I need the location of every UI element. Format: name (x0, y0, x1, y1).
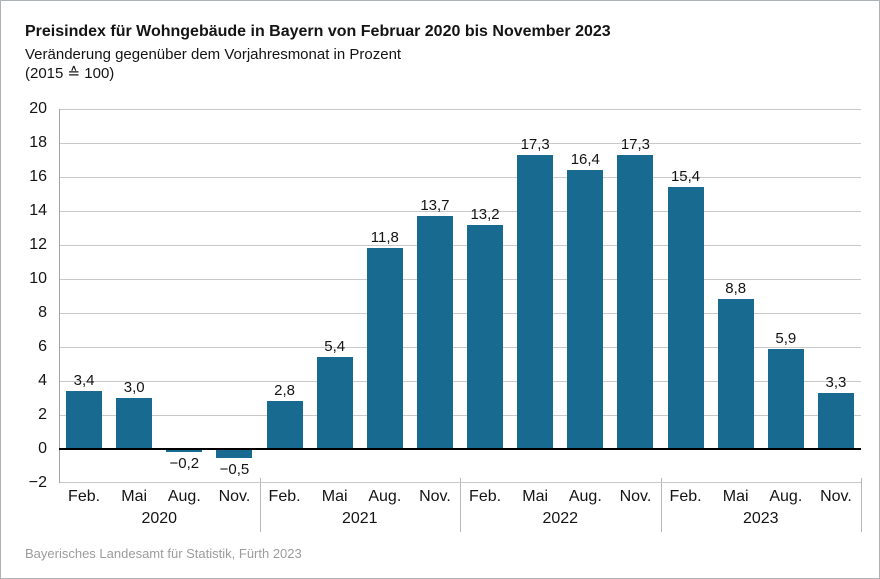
bar-value-label: 17,3 (520, 135, 550, 153)
x-tick-label-year: 2021 (341, 510, 378, 527)
x-tick-label-month: Nov. (419, 488, 451, 505)
bar (467, 224, 504, 449)
x-tick-label-month: Aug. (568, 488, 602, 505)
bar (817, 392, 854, 449)
y-tick-label: 0 (38, 440, 47, 457)
year-separator (259, 478, 261, 532)
y-tick-label: 6 (38, 338, 47, 355)
bar-value-label: 3,3 (825, 373, 847, 391)
bar-value-label: −0,5 (219, 460, 250, 478)
bar (366, 248, 403, 449)
x-tick-label-month: Aug. (368, 488, 402, 505)
gridline (59, 482, 861, 483)
gridline (59, 109, 861, 110)
bar-value-label: 8,8 (725, 280, 747, 298)
bar (66, 391, 103, 449)
bar (617, 154, 654, 449)
bar-value-label: 3,0 (123, 379, 145, 396)
x-tick-label-month: Mai (321, 488, 348, 505)
bar (567, 170, 604, 449)
y-tick-label: 10 (29, 270, 47, 287)
bar (717, 299, 754, 449)
bar (416, 216, 453, 449)
plot-area: 3,4 3,0 −0,2 −0,5 2,8 5,4 11,8 13,7 13,2 17,3 16,4… (59, 109, 861, 483)
chart-subtitle: Veränderung gegenüber dem Vorjahresmonat… (25, 46, 402, 63)
x-tick-label-month: Mai (722, 488, 749, 505)
x-tick-label-month: Nov. (218, 488, 251, 505)
bar-value-label: 16,4 (570, 151, 600, 169)
bar-value-label: 3,4 (73, 372, 95, 390)
year-separator (460, 478, 461, 532)
y-tick-label: 16 (29, 168, 47, 185)
bar-value-label: 11,8 (370, 229, 399, 247)
chart-base-note: (2015 ≙ 100) (25, 65, 115, 82)
y-tick-label: 2 (38, 406, 47, 423)
gridline (59, 143, 861, 144)
x-tick-label-month: Nov. (820, 488, 852, 505)
year-separator (660, 478, 662, 532)
y-tick-label: 12 (29, 236, 47, 253)
x-tick-label-month: Feb. (469, 488, 502, 505)
y-tick-label: 8 (38, 304, 47, 321)
gridline (59, 245, 861, 246)
y-tick-label: −2 (28, 474, 47, 491)
gridline (59, 415, 861, 416)
gridline (59, 347, 861, 348)
bar (266, 401, 303, 449)
bar-value-label: 5,9 (775, 329, 797, 347)
x-tick-label-year: 2022 (542, 510, 579, 527)
bar-value-label: 2,8 (274, 382, 295, 400)
bar (667, 187, 704, 449)
y-tick-label: 18 (29, 134, 47, 151)
bar-value-label: 5,4 (324, 338, 346, 356)
gridline (59, 381, 861, 382)
x-tick-label-month: Feb. (268, 488, 301, 505)
bar-value-label: −0,2 (169, 455, 200, 473)
bar (116, 398, 153, 449)
source-note: Bayerisches Landesamt für Statistik, Für… (25, 546, 302, 561)
x-tick-label-month: Aug. (167, 488, 201, 505)
zero-line (59, 448, 861, 450)
x-tick-label-year: 2023 (742, 510, 779, 527)
x-tick-label-month: Feb. (669, 488, 702, 505)
y-tick-label: 20 (29, 100, 47, 117)
x-tick-label-month: Mai (522, 488, 549, 505)
year-separator (861, 478, 862, 532)
bar (166, 449, 203, 453)
x-tick-label-year: 2020 (141, 510, 178, 527)
y-tick-label: 4 (38, 372, 47, 389)
gridline (59, 177, 861, 178)
x-tick-label-month: Feb. (68, 488, 101, 505)
bar (316, 357, 353, 449)
bar-value-label: 13,2 (470, 205, 500, 223)
y-tick-label: 14 (29, 202, 47, 219)
x-tick-label-month: Aug. (769, 488, 803, 505)
bar-value-label: 15,4 (670, 168, 701, 186)
bar (216, 449, 253, 458)
bar (767, 348, 804, 449)
bar (517, 154, 554, 449)
x-tick-label-month: Mai (121, 488, 148, 505)
bar-value-label: 13,7 (420, 197, 450, 215)
bar-value-label: 17,3 (620, 135, 651, 153)
x-tick-label-month: Nov. (619, 488, 652, 505)
chart-title: Preisindex für Wohngebäude in Bayern von… (25, 23, 611, 40)
chart-header: Preisindex für Wohngebäude in Bayern von… (25, 22, 611, 83)
y-axis-line (59, 109, 60, 483)
gridline (59, 211, 861, 212)
gridline (59, 279, 861, 280)
gridline (59, 313, 861, 314)
